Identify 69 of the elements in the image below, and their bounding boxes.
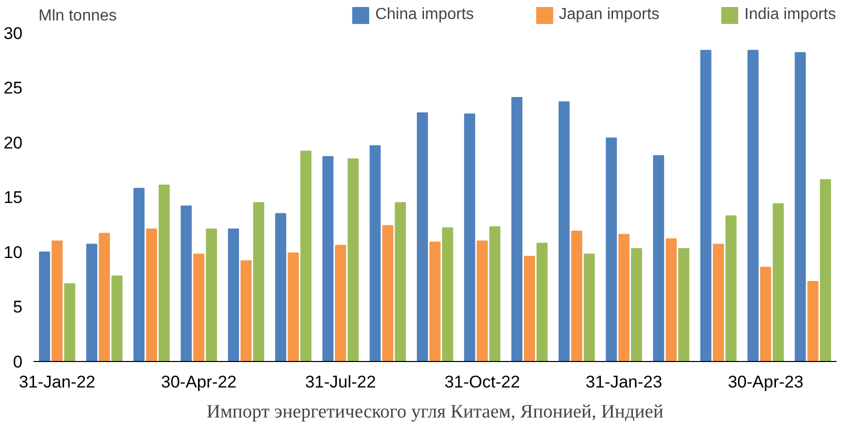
y-tick-label: 25 — [4, 78, 23, 98]
bar — [64, 283, 76, 362]
bar — [678, 248, 690, 362]
y-tick-label: 30 — [4, 24, 23, 43]
bar — [558, 101, 570, 362]
bar — [760, 266, 772, 362]
bar — [193, 254, 204, 362]
bar — [653, 155, 664, 362]
bar — [631, 248, 642, 362]
bar — [571, 230, 582, 362]
bar — [52, 240, 63, 362]
bar — [489, 226, 500, 362]
bar — [464, 113, 476, 362]
bar — [158, 184, 170, 362]
bar — [772, 203, 784, 362]
bar — [666, 238, 677, 362]
bar — [748, 50, 759, 362]
bar — [511, 97, 522, 362]
bar — [700, 50, 712, 362]
bar — [536, 242, 548, 362]
bar — [725, 215, 737, 362]
x-tick-label: 31-Jan-23 — [586, 372, 662, 392]
text: Импорт энергетического угля Китаем, Японией, Индией — [206, 402, 664, 422]
bar — [618, 234, 630, 362]
x-tick-label: 30-Apr-22 — [161, 372, 237, 392]
bar — [86, 244, 98, 362]
bar — [820, 179, 832, 362]
bar — [133, 188, 145, 362]
bar — [322, 156, 334, 362]
bar — [524, 256, 536, 362]
legend-label: India imports — [744, 6, 836, 24]
y-tick-label: 5 — [13, 298, 23, 317]
bar — [442, 227, 454, 362]
bar — [429, 242, 441, 362]
bar — [370, 145, 381, 362]
bar — [98, 232, 110, 362]
bar — [606, 138, 617, 362]
bar — [38, 251, 50, 362]
bar — [334, 244, 346, 362]
x-tick-label: 31-Jul-22 — [305, 372, 376, 392]
bar — [180, 205, 192, 362]
x-tick-label: 31-Jan-22 — [18, 372, 96, 392]
bar — [794, 52, 806, 362]
bar — [348, 158, 359, 362]
bar — [240, 260, 252, 362]
bar — [206, 228, 217, 362]
legend-label: China imports — [375, 6, 474, 24]
legend-label: Japan imports — [558, 6, 660, 24]
bar — [807, 281, 818, 362]
x-tick-label: 31-Oct-22 — [444, 372, 520, 392]
x-tick-label: 30-Apr-23 — [728, 372, 804, 392]
bar — [228, 228, 239, 362]
bar — [712, 244, 724, 362]
bar — [146, 228, 158, 362]
bar — [394, 202, 406, 362]
y-axis-title: Mln tonnes — [38, 8, 117, 24]
y-tick-label: 0 — [13, 352, 23, 372]
bar — [476, 240, 488, 362]
bar — [416, 112, 428, 362]
bar — [275, 213, 286, 362]
y-tick-label: 10 — [4, 242, 23, 262]
y-tick-label: 20 — [4, 133, 23, 152]
bar — [111, 276, 122, 362]
bar — [288, 252, 299, 362]
y-tick-label: 15 — [4, 188, 23, 208]
bar — [253, 202, 264, 362]
bar — [382, 225, 394, 362]
bar — [584, 254, 595, 362]
bar — [300, 150, 312, 362]
